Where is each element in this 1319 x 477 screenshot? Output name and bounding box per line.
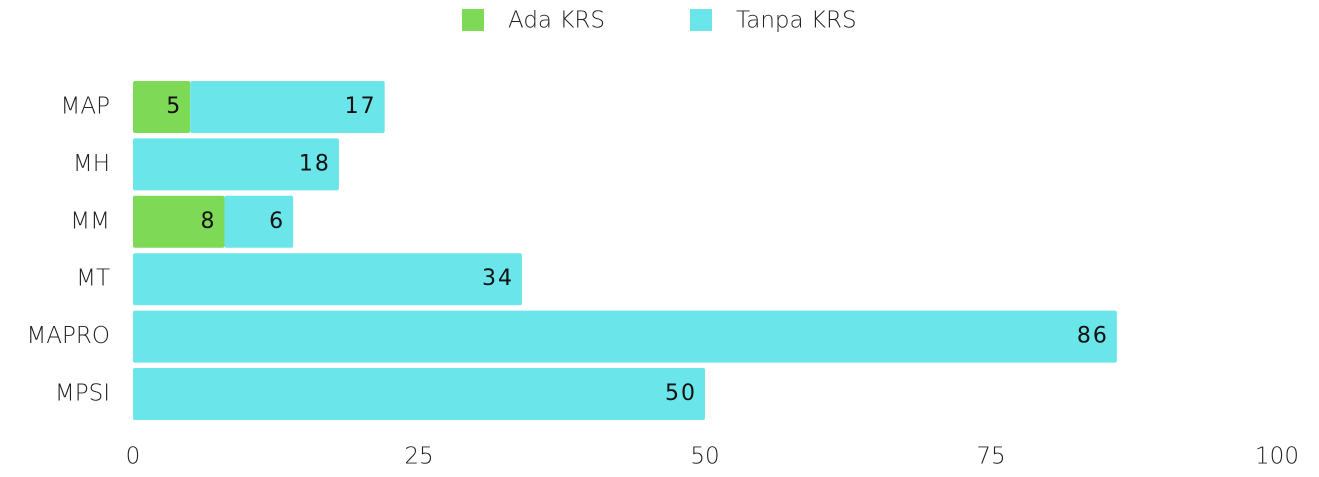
bar-segment — [133, 81, 191, 133]
data-label: 6 — [269, 209, 285, 234]
y-tick-label: MAP — [61, 94, 110, 120]
bar-segment — [133, 195, 225, 248]
data-label: 5 — [166, 94, 182, 119]
x-tick-label: 25 — [404, 444, 433, 470]
x-tick-label: 50 — [690, 444, 719, 470]
data-label: 34 — [482, 266, 514, 291]
bar-segment — [133, 253, 522, 306]
y-tick-label: MAPRO — [26, 323, 110, 349]
y-tick-label: MH — [73, 151, 110, 177]
legend-swatch — [462, 9, 484, 31]
data-label: 8 — [201, 209, 217, 234]
data-label: 17 — [345, 94, 377, 119]
x-tick-label: 0 — [126, 444, 141, 470]
y-tick-label: MPSI — [55, 381, 110, 407]
bar-segment — [190, 81, 385, 133]
data-label: 18 — [299, 151, 331, 176]
y-tick-label: MM — [70, 208, 110, 234]
legend-label: Ada KRS — [508, 8, 605, 34]
x-tick-label: 100 — [1255, 444, 1299, 470]
bar-segment — [133, 368, 705, 420]
bar-segment — [224, 195, 294, 248]
y-tick-label: MT — [76, 266, 110, 292]
legend-label: Tanpa KRS — [736, 8, 857, 34]
legend-swatch — [690, 9, 712, 31]
data-label: 50 — [665, 381, 697, 406]
bar-segment — [133, 138, 339, 191]
x-tick-label: 75 — [976, 444, 1005, 470]
data-label: 86 — [1077, 324, 1109, 349]
bar-segment — [133, 310, 1117, 363]
